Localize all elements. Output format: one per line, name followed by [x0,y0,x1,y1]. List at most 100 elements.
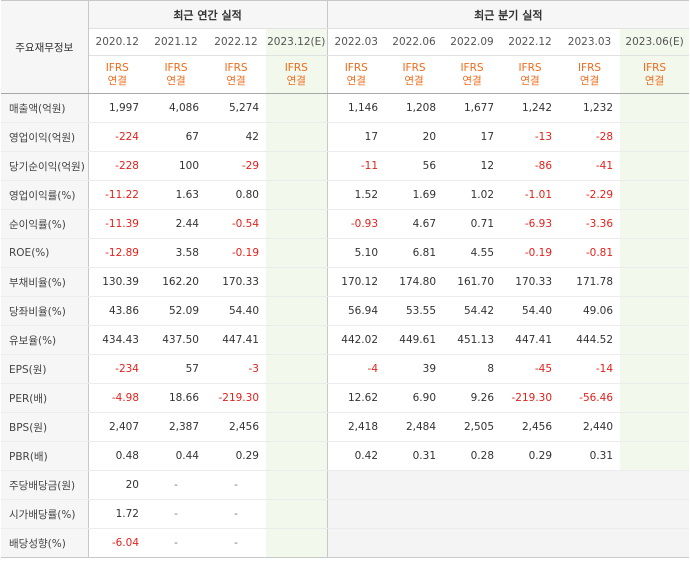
table-row: 주당배당금(원) 20- - [1,470,690,500]
quarter-value-cell [620,238,690,268]
annual-value-cell: -234 [88,354,146,384]
quarter-value-cell [620,209,690,239]
quarter-value-cell: 12 [443,151,502,181]
quarter-value-cell: 1,232 [559,93,621,123]
quarter-value-cell: -45 [501,354,560,384]
basis-standard: IFRS [105,61,129,74]
row-label: 부채비율(%) [1,267,89,297]
row-label: PER(배) [1,383,89,413]
annual-value-cell [266,296,328,326]
quarter-value-cell: 1,208 [385,93,444,123]
empty-quarter-cell [385,499,444,529]
table-row: BPS(원) 2,407 2,387 2,456 2,418 2,484 2,505 2,45… [1,412,690,442]
quarter-value-cell: 0.42 [326,441,386,471]
quarter-value-cell: 1,677 [443,93,502,123]
empty-quarter-cell [559,528,621,558]
quarter-value-cell: -6.93 [501,209,560,239]
annual-value-cell: 42 [206,122,266,152]
annual-value-cell: 0.29 [206,441,266,471]
quarter-value-cell: 451.13 [443,325,502,355]
row-label: 배당성향(%) [1,528,89,558]
quarter-value-cell: 54.42 [443,296,502,326]
quarter-value-cell: 444.52 [559,325,621,355]
quarter-value-cell [620,296,690,326]
empty-quarter-cell [385,470,444,500]
quarter-value-cell: -0.19 [501,238,560,268]
quarter-value-cell: 0.31 [559,441,621,471]
quarter-value-cell: 161.70 [443,267,502,297]
quarter-value-cell [620,93,690,123]
basis-scope: 연결 [286,74,306,87]
basis-scope: 연결 [520,74,540,87]
quarter-value-cell [620,267,690,297]
quarter-value-cell [620,151,690,181]
quarter-value-cell [620,383,690,413]
quarter-value-cell: -56.46 [559,383,621,413]
quarter-value-cell: 4.55 [443,238,502,268]
quarter-value-cell: 20 [385,122,444,152]
annual-value-cell [266,151,328,181]
empty-quarter-cell [326,470,386,500]
row-label: BPS(원) [1,412,89,442]
quarter-value-cell: 0.71 [443,209,502,239]
quarter-value-cell: 449.61 [385,325,444,355]
quarter-value-cell: 17 [326,122,386,152]
annual-value-cell: 3.58 [146,238,206,268]
basis-scope: 연결 [579,74,600,87]
annual-value-cell: -0.19 [206,238,266,268]
annual-value-cell [266,93,328,123]
row-label: 유보율(%) [1,325,89,355]
annual-value-cell: - [206,470,266,500]
row-label: PBR(배) [1,441,89,471]
basis-scope: 연결 [462,74,482,87]
basis-standard: IFRS [577,61,602,74]
empty-quarter-cell [326,499,386,529]
quarter-value-cell [620,441,690,471]
quarter-value-cell: 9.26 [443,383,502,413]
quarter-value-cell: 2,456 [501,412,560,442]
basis-standard: IFRS [164,61,188,74]
corner-header: 주요재무정보 [1,0,89,94]
row-label: ROE(%) [1,238,89,268]
accounting-basis: IFRS 연결 [443,55,502,94]
annual-value-cell: 4,086 [146,93,206,123]
accounting-basis: IFRS 연결 [266,55,328,94]
quarter-value-cell: 442.02 [326,325,386,355]
annual-value-cell: 1,997 [88,93,146,123]
quarter-value-cell: 39 [385,354,444,384]
quarter-value-cell: -1.01 [501,180,560,210]
table-row: 영업이익(억원) -224 67 42 17 20 17 -13 -28 [1,122,690,152]
accounting-basis: IFRS 연결 [88,55,146,94]
annual-value-cell: -4.98 [88,383,146,413]
annual-value-cell: - [146,470,206,500]
table-row: 당기순이익(억원) -228 100 -29 -11 56 12 -86 -41 [1,151,690,181]
accounting-basis: IFRS 연결 [326,55,386,94]
row-label: 당좌비율(%) [1,296,89,326]
quarter-value-cell: -13 [501,122,560,152]
annual-value-cell: -11.22 [88,180,146,210]
quarter-value-cell: 1,146 [326,93,386,123]
row-label: 순이익률(%) [1,209,89,239]
basis-standard: IFRS [518,61,542,74]
table-row: 부채비율(%) 130.39 162.20 170.33 170.12 174.80 161… [1,267,690,297]
annual-value-cell: - [146,499,206,529]
row-label: 당기순이익(억원) [1,151,89,181]
table-row: EPS(원) -234 57 -3 -4 39 8 -45 -14 [1,354,690,384]
annual-value-cell [266,180,328,210]
quarter-value-cell: 53.55 [385,296,444,326]
annual-value-cell: 67 [146,122,206,152]
quarter-value-cell: 6.90 [385,383,444,413]
accounting-basis: IFRS 연결 [206,55,266,94]
quarter-value-cell: -0.81 [559,238,621,268]
annual-value-cell [266,354,328,384]
basis-standard: IFRS [344,61,368,74]
annual-value-cell [266,325,328,355]
annual-value-cell [266,412,328,442]
quarter-value-cell: -219.30 [501,383,560,413]
annual-value-cell: -228 [88,151,146,181]
annual-value-cell: -12.89 [88,238,146,268]
quarter-value-cell: 170.12 [326,267,386,297]
annual-value-cell: 170.33 [206,267,266,297]
quarter-period-header: 2023.03 [559,28,621,56]
annual-value-cell [266,122,328,152]
